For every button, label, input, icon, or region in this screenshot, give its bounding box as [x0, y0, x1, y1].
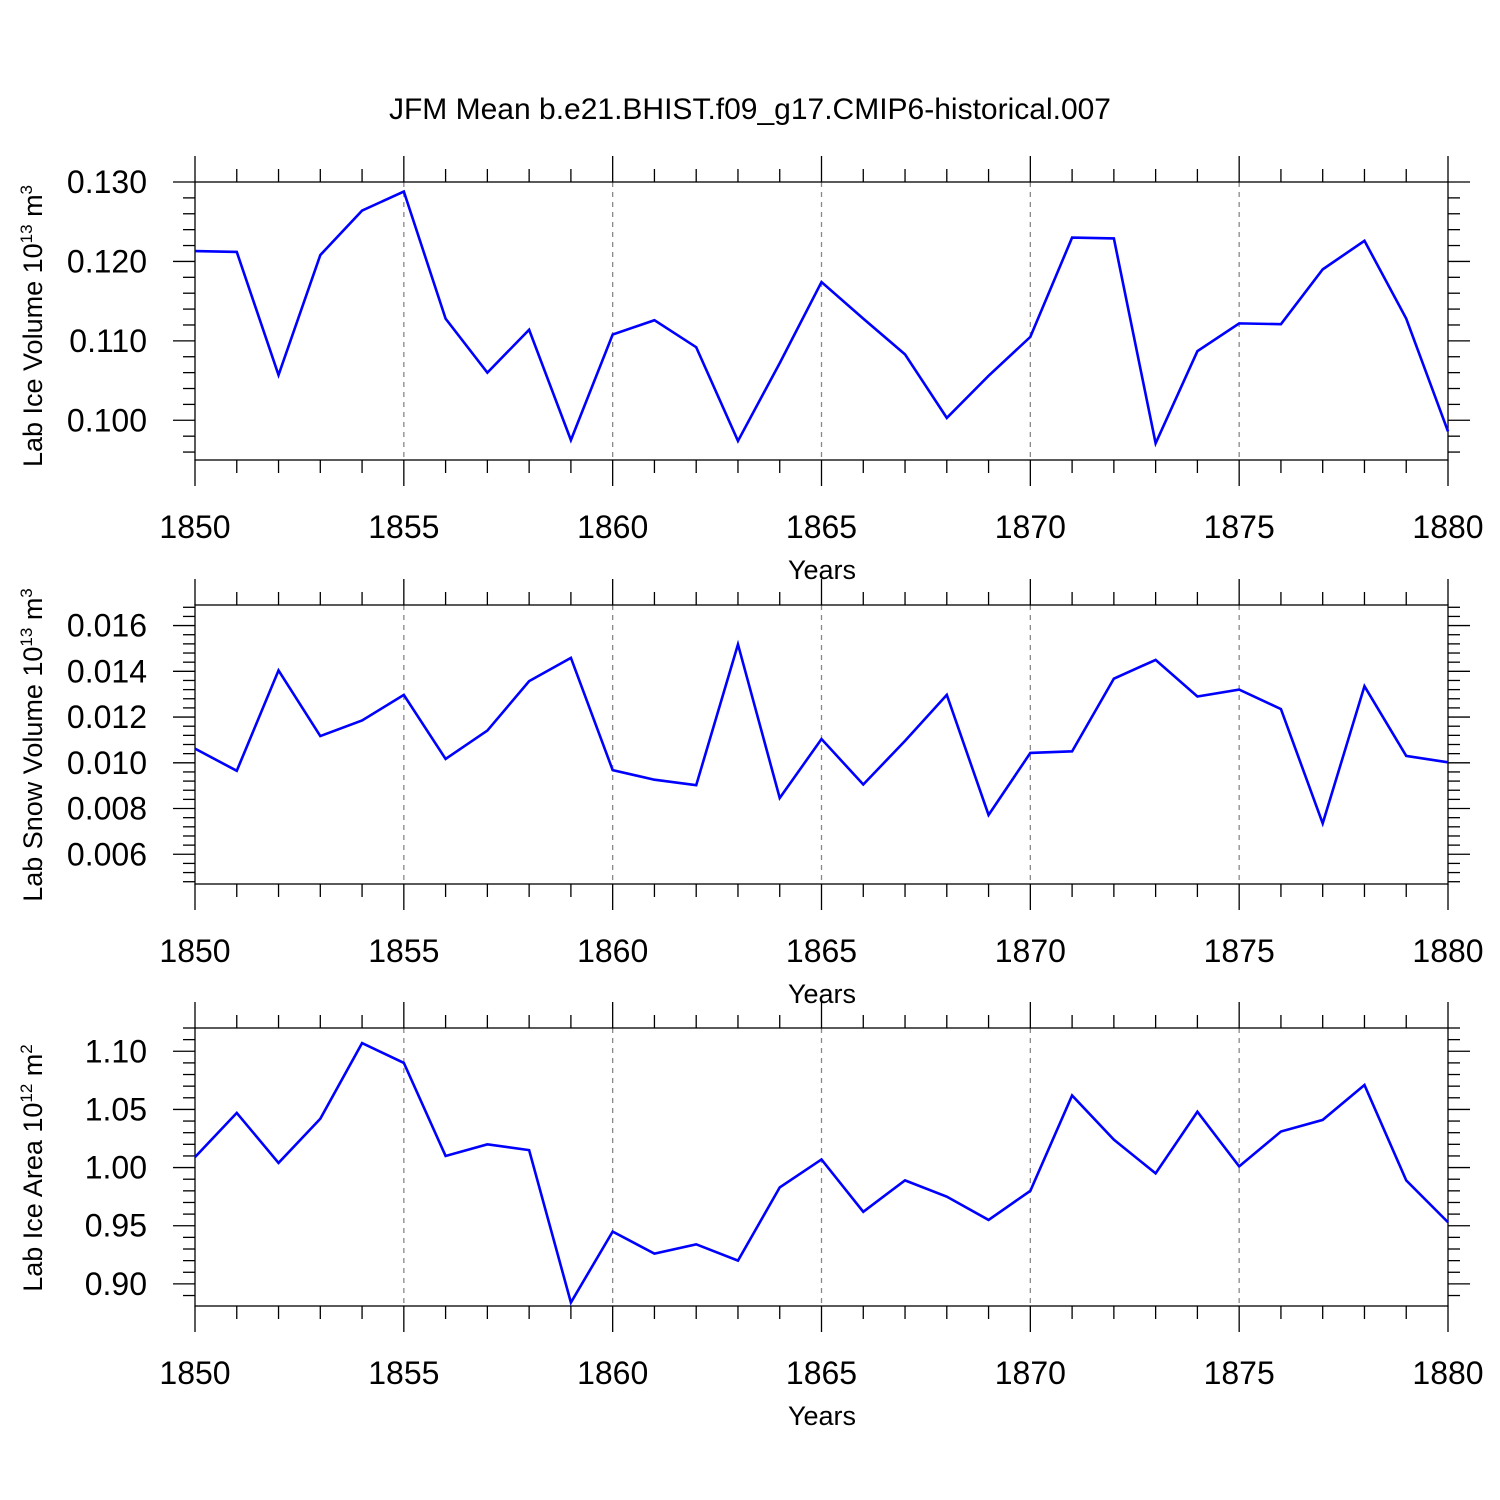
y-tick-label: 0.110 — [69, 323, 147, 359]
y-tick-label: 0.008 — [67, 791, 147, 827]
y-tick-label: 0.90 — [85, 1266, 147, 1302]
y-tick-label: 0.014 — [67, 653, 147, 689]
y-axis-label: Lab Ice Volume 1013 m3 — [17, 185, 48, 467]
x-tick-label: 1865 — [786, 933, 857, 969]
x-tick-label: 1865 — [786, 509, 857, 545]
y-axis-label: Lab Ice Area 1012 m2 — [17, 1044, 48, 1292]
x-tick-label: 1855 — [368, 509, 439, 545]
x-tick-label: 1880 — [1412, 1355, 1483, 1391]
panel-ice-area: 0.90 0.95 1.00 1.05 1.10 1850 1855 1860 1865 1870… — [17, 1002, 1484, 1431]
y-tick-label: 1.00 — [85, 1150, 147, 1186]
x-tick-label: 1855 — [368, 933, 439, 969]
panel-ice-volume: 0.100 0.110 0.120 0.130 1850 1855 1860 1865 1870… — [17, 156, 1484, 585]
y-tick-label: 0.016 — [67, 608, 147, 644]
x-tick-label: 1870 — [995, 509, 1066, 545]
chart-title: JFM Mean b.e21.BHIST.f09_g17.CMIP6-histo… — [389, 93, 1111, 126]
x-tick-label: 1875 — [1204, 509, 1275, 545]
y-axis-label: Lab Snow Volume 1013 m3 — [17, 588, 48, 902]
y-tick-label: 0.012 — [67, 699, 147, 735]
x-tick-label: 1875 — [1204, 933, 1275, 969]
y-tick-label: 0.120 — [67, 243, 147, 279]
x-tick-label: 1875 — [1204, 1355, 1275, 1391]
y-tick-label: 1.10 — [85, 1033, 147, 1069]
x-tick-label: 1860 — [577, 933, 648, 969]
x-tick-label: 1880 — [1412, 509, 1483, 545]
series-line — [194, 639, 1449, 828]
x-tick-label: 1865 — [786, 1355, 857, 1391]
x-tick-label: 1850 — [159, 933, 230, 969]
x-tick-label: 1870 — [995, 1355, 1066, 1391]
y-tick-label: 0.130 — [67, 164, 147, 200]
series-line — [194, 1041, 1449, 1306]
x-tick-label: 1855 — [368, 1355, 439, 1391]
x-tick-label: 1860 — [577, 1355, 648, 1391]
y-tick-label: 0.006 — [67, 836, 147, 872]
y-tick-label: 0.100 — [67, 402, 147, 438]
x-tick-label: 1860 — [577, 509, 648, 545]
panels: 0.100 0.110 0.120 0.130 1850 1855 1860 1865 1870… — [17, 156, 1484, 1431]
x-tick-label: 1880 — [1412, 933, 1483, 969]
series-line — [194, 189, 1450, 448]
x-tick-label: 1850 — [159, 1355, 230, 1391]
x-tick-label: 1870 — [995, 933, 1066, 969]
x-axis-label: Years — [788, 1401, 856, 1431]
panel-snow-volume: 0.006 0.008 0.010 0.012 0.014 0.016 1850 1855 18… — [17, 579, 1484, 1009]
y-tick-label: 0.95 — [85, 1208, 147, 1244]
x-tick-label: 1850 — [159, 509, 230, 545]
y-tick-label: 0.010 — [67, 745, 147, 781]
y-tick-label: 1.05 — [85, 1091, 147, 1127]
